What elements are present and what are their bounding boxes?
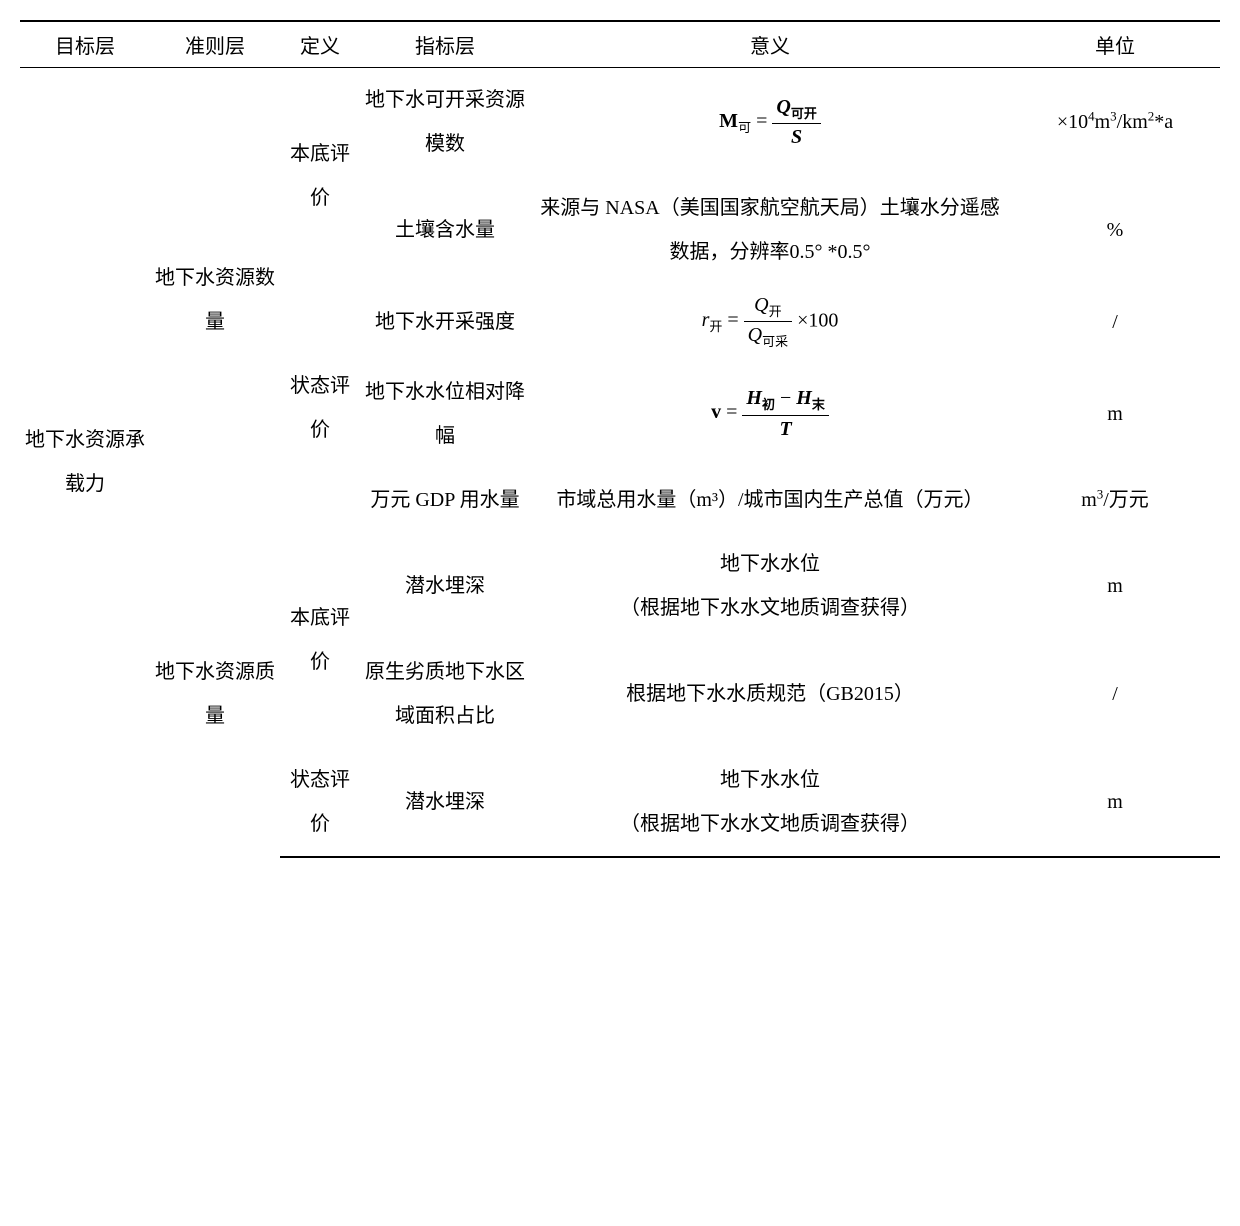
indicator-cell: 土壤含水量 bbox=[360, 176, 530, 284]
meaning-cell: r开 = Q开 Q可采 ×100 bbox=[530, 284, 1010, 360]
unit-cell: / bbox=[1010, 640, 1220, 748]
indicator-cell: 原生劣质地下水区域面积占比 bbox=[360, 640, 530, 748]
table-header-row: 目标层 准则层 定义 指标层 意义 单位 bbox=[20, 21, 1220, 68]
header-indicator: 指标层 bbox=[360, 21, 530, 68]
table-row: 地下水资源质量 本底评价 潜水埋深 地下水水位（根据地下水水文地质调查获得） m bbox=[20, 532, 1220, 640]
def-cell: 状态评价 bbox=[280, 748, 360, 857]
def-cell: 状态评价 bbox=[280, 284, 360, 532]
header-unit: 单位 bbox=[1010, 21, 1220, 68]
def-cell: 本底评价 bbox=[280, 532, 360, 748]
unit-cell: m bbox=[1010, 532, 1220, 640]
criteria-cell: 地下水资源数量 bbox=[150, 68, 280, 532]
unit-cell: m bbox=[1010, 360, 1220, 468]
indicator-cell: 地下水水位相对降幅 bbox=[360, 360, 530, 468]
header-def: 定义 bbox=[280, 21, 360, 68]
header-target: 目标层 bbox=[20, 21, 150, 68]
meaning-cell: 市域总用水量（m³）/城市国内生产总值（万元） bbox=[530, 468, 1010, 532]
meaning-cell: 地下水水位（根据地下水水文地质调查获得） bbox=[530, 748, 1010, 857]
target-cell: 地下水资源承载力 bbox=[20, 68, 150, 857]
def-cell: 本底评价 bbox=[280, 68, 360, 285]
header-meaning: 意义 bbox=[530, 21, 1010, 68]
indicator-cell: 潜水埋深 bbox=[360, 532, 530, 640]
indicator-cell: 地下水开采强度 bbox=[360, 284, 530, 360]
meaning-cell: v = H初 − H末 T bbox=[530, 360, 1010, 468]
unit-cell: m bbox=[1010, 748, 1220, 857]
indicator-table: 目标层 准则层 定义 指标层 意义 单位 地下水资源承载力 地下水资源数量 本底… bbox=[20, 20, 1220, 858]
unit-cell: ×104m3/km2*a bbox=[1010, 68, 1220, 177]
meaning-cell: 地下水水位（根据地下水水文地质调查获得） bbox=[530, 532, 1010, 640]
meaning-cell: M可 = Q可开 S bbox=[530, 68, 1010, 177]
indicator-cell: 地下水可开采资源模数 bbox=[360, 68, 530, 177]
table-row: 地下水资源承载力 地下水资源数量 本底评价 地下水可开采资源模数 M可 = Q可… bbox=[20, 68, 1220, 177]
unit-cell: / bbox=[1010, 284, 1220, 360]
meaning-cell: 根据地下水水质规范（GB2015） bbox=[530, 640, 1010, 748]
criteria-cell: 地下水资源质量 bbox=[150, 532, 280, 857]
indicator-cell: 潜水埋深 bbox=[360, 748, 530, 857]
meaning-cell: 来源与 NASA（美国国家航空航天局）土壤水分遥感数据，分辨率0.5° *0.5… bbox=[530, 176, 1010, 284]
unit-cell: m3/万元 bbox=[1010, 468, 1220, 532]
unit-cell: % bbox=[1010, 176, 1220, 284]
indicator-cell: 万元 GDP 用水量 bbox=[360, 468, 530, 532]
header-criteria: 准则层 bbox=[150, 21, 280, 68]
